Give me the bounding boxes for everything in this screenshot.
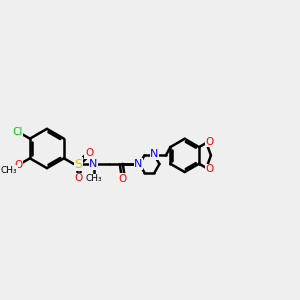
Text: S: S (74, 158, 83, 171)
Text: O: O (14, 160, 22, 170)
Text: N: N (89, 159, 98, 169)
Text: CH₃: CH₃ (1, 166, 17, 175)
Text: O: O (85, 148, 93, 158)
Text: O: O (206, 164, 214, 174)
Text: O: O (119, 174, 127, 184)
Text: CH₃: CH₃ (86, 174, 103, 183)
Text: N: N (134, 159, 142, 169)
Text: O: O (74, 173, 83, 183)
Text: O: O (206, 137, 214, 147)
Text: N: N (150, 149, 159, 159)
Text: Cl: Cl (12, 127, 23, 136)
